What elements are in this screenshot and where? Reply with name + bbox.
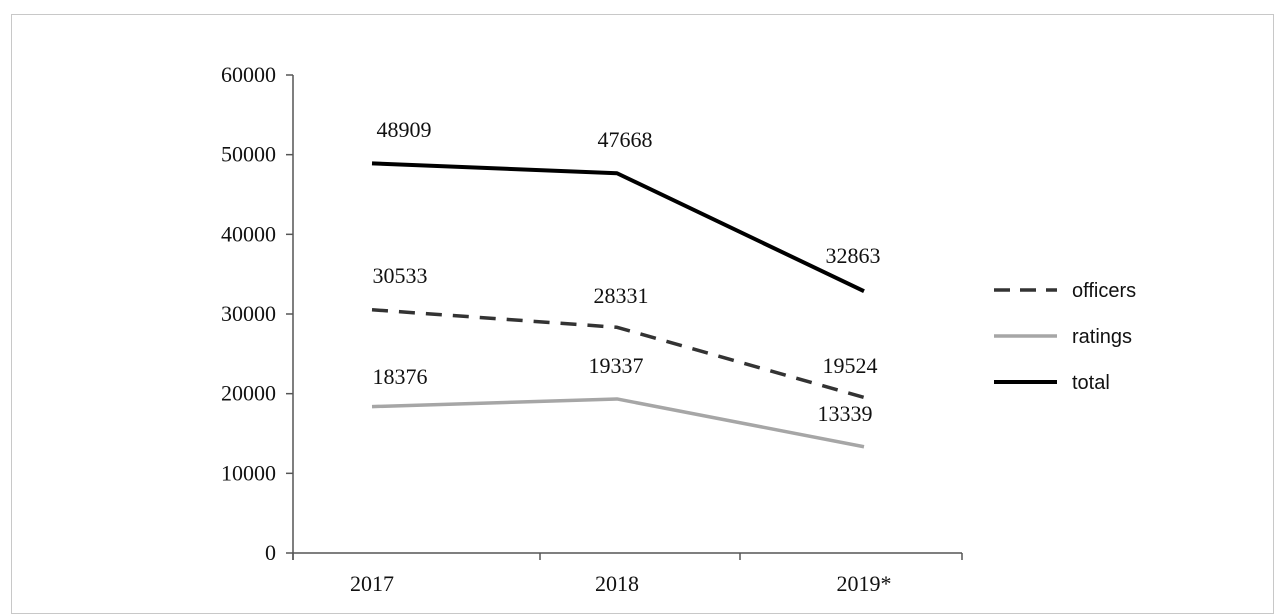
data-label-total: 48909: [377, 117, 432, 142]
chart-axes: 0 10000 20000 30000 40000 50000 60000 2017 2018 2…: [221, 62, 962, 596]
data-label-ratings: 18376: [373, 364, 428, 389]
y-tick-label: 30000: [221, 301, 276, 326]
chart-legend: officers ratings total: [994, 280, 1136, 394]
data-label-officers: 28331: [594, 283, 649, 308]
data-label-total: 47668: [598, 127, 653, 152]
x-tick-label: 2019*: [837, 571, 892, 596]
x-tick-label: 2018: [595, 571, 639, 596]
legend-label-officers: officers: [1072, 280, 1136, 302]
legend-label-total: total: [1072, 372, 1110, 394]
y-tick-label: 20000: [221, 381, 276, 406]
series-line-total: [372, 163, 864, 291]
y-tick-label: 50000: [221, 142, 276, 167]
data-label-ratings: 19337: [589, 353, 644, 378]
legend-label-ratings: ratings: [1072, 326, 1132, 348]
y-tick-label: 60000: [221, 62, 276, 87]
x-tick-label: 2017: [350, 571, 394, 596]
data-label-ratings: 13339: [818, 401, 873, 426]
y-tick-label: 40000: [221, 221, 276, 246]
series-line-ratings: [372, 399, 864, 447]
data-label-officers: 30533: [373, 263, 428, 288]
data-label-officers: 19524: [823, 353, 878, 378]
y-tick-label: 0: [265, 540, 276, 565]
data-label-total: 32863: [826, 243, 881, 268]
y-tick-label: 10000: [221, 460, 276, 485]
